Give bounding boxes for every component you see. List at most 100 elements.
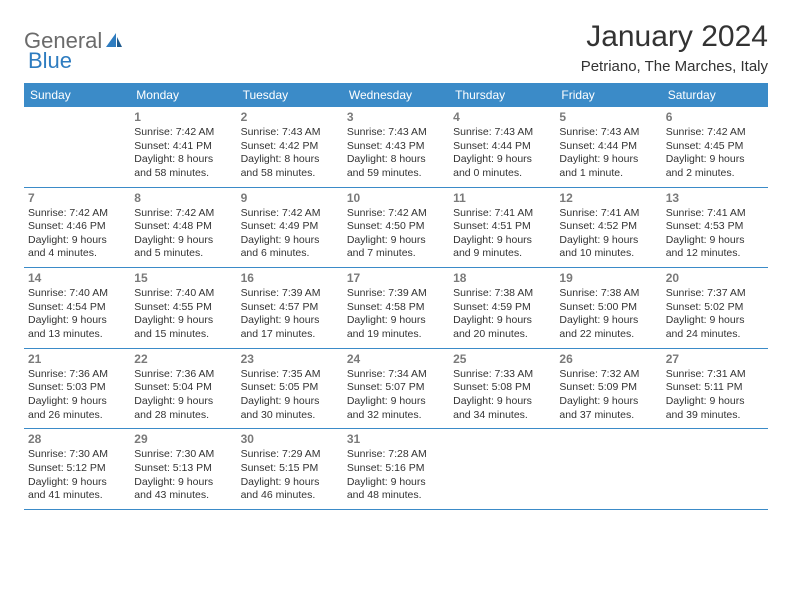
calendar-page: General January 2024 Petriano, The March… [0, 0, 792, 530]
day-number: 8 [134, 191, 232, 205]
empty-cell [662, 429, 768, 509]
day-info: Sunrise: 7:42 AMSunset: 4:41 PMDaylight:… [134, 126, 232, 181]
day-info: Sunrise: 7:30 AMSunset: 5:13 PMDaylight:… [134, 448, 232, 503]
day-number: 16 [241, 271, 339, 285]
day-cell: 31 Sunrise: 7:28 AMSunset: 5:16 PMDayligh… [343, 429, 449, 509]
title-block: January 2024 Petriano, The Marches, Ital… [581, 20, 768, 75]
day-cell: 12 Sunrise: 7:41 AMSunset: 4:52 PMDayligh… [555, 188, 661, 268]
day-number: 30 [241, 432, 339, 446]
day-info: Sunrise: 7:42 AMSunset: 4:46 PMDaylight:… [28, 207, 126, 262]
day-cell: 7 Sunrise: 7:42 AMSunset: 4:46 PMDaylight… [24, 188, 130, 268]
day-info: Sunrise: 7:43 AMSunset: 4:44 PMDaylight:… [453, 126, 551, 181]
day-cell: 8 Sunrise: 7:42 AMSunset: 4:48 PMDaylight… [130, 188, 236, 268]
week-row: 21 Sunrise: 7:36 AMSunset: 5:03 PMDayligh… [24, 349, 768, 430]
day-info: Sunrise: 7:29 AMSunset: 5:15 PMDaylight:… [241, 448, 339, 503]
day-header-saturday: Saturday [662, 83, 768, 107]
day-header-friday: Friday [555, 83, 661, 107]
day-cell: 13Sunrise: 7:41 AMSunset: 4:53 PMDayligh… [662, 188, 768, 268]
day-number: 24 [347, 352, 445, 366]
day-number: 22 [134, 352, 232, 366]
day-header-sunday: Sunday [24, 83, 130, 107]
day-info: Sunrise: 7:33 AMSunset: 5:08 PMDaylight:… [453, 368, 551, 423]
day-info: Sunrise: 7:30 AMSunset: 5:12 PMDaylight:… [28, 448, 126, 503]
day-number: 31 [347, 432, 445, 446]
day-info: Sunrise: 7:42 AMSunset: 4:50 PMDaylight:… [347, 207, 445, 262]
day-number: 7 [28, 191, 126, 205]
day-cell: 11 Sunrise: 7:41 AMSunset: 4:51 PMDayligh… [449, 188, 555, 268]
day-number: 11 [453, 191, 551, 205]
day-info: Sunrise: 7:28 AMSunset: 5:16 PMDaylight:… [347, 448, 445, 503]
day-cell: 29Sunrise: 7:30 AMSunset: 5:13 PMDayligh… [130, 429, 236, 509]
day-cell: 21 Sunrise: 7:36 AMSunset: 5:03 PMDayligh… [24, 349, 130, 429]
day-number: 17 [347, 271, 445, 285]
week-row: 7 Sunrise: 7:42 AMSunset: 4:46 PMDaylight… [24, 188, 768, 269]
day-header-monday: Monday [130, 83, 236, 107]
day-number: 27 [666, 352, 764, 366]
day-info: Sunrise: 7:40 AMSunset: 4:54 PMDaylight:… [28, 287, 126, 342]
month-title: January 2024 [581, 20, 768, 54]
day-info: Sunrise: 7:41 AMSunset: 4:52 PMDaylight:… [559, 207, 657, 262]
day-cell: 4Sunrise: 7:43 AMSunset: 4:44 PMDaylight… [449, 107, 555, 187]
week-row: 28 Sunrise: 7:30 AMSunset: 5:12 PMDayligh… [24, 429, 768, 510]
day-header-row: SundayMondayTuesdayWednesdayThursdayFrid… [24, 83, 768, 107]
logo-blue-text-wrap: Blue [28, 48, 72, 74]
day-number: 28 [28, 432, 126, 446]
day-number: 3 [347, 110, 445, 124]
day-number: 12 [559, 191, 657, 205]
day-info: Sunrise: 7:42 AMSunset: 4:48 PMDaylight:… [134, 207, 232, 262]
day-number: 15 [134, 271, 232, 285]
day-number: 14 [28, 271, 126, 285]
day-cell: 6Sunrise: 7:42 AMSunset: 4:45 PMDaylight… [662, 107, 768, 187]
day-header-tuesday: Tuesday [237, 83, 343, 107]
day-info: Sunrise: 7:39 AMSunset: 4:58 PMDaylight:… [347, 287, 445, 342]
header: General January 2024 Petriano, The March… [24, 20, 768, 75]
day-number: 18 [453, 271, 551, 285]
week-row: 14 Sunrise: 7:40 AMSunset: 4:54 PMDayligh… [24, 268, 768, 349]
day-info: Sunrise: 7:43 AMSunset: 4:43 PMDaylight:… [347, 126, 445, 181]
day-cell: 3 Sunrise: 7:43 AMSunset: 4:43 PMDaylight… [343, 107, 449, 187]
week-row: 1 Sunrise: 7:42 AMSunset: 4:41 PMDaylight… [24, 107, 768, 188]
day-info: Sunrise: 7:41 AMSunset: 4:51 PMDaylight:… [453, 207, 551, 262]
day-cell: 16Sunrise: 7:39 AMSunset: 4:57 PMDayligh… [237, 268, 343, 348]
day-info: Sunrise: 7:35 AMSunset: 5:05 PMDaylight:… [241, 368, 339, 423]
day-cell: 27 Sunrise: 7:31 AMSunset: 5:11 PMDayligh… [662, 349, 768, 429]
day-cell: 24 Sunrise: 7:34 AMSunset: 5:07 PMDayligh… [343, 349, 449, 429]
day-info: Sunrise: 7:34 AMSunset: 5:07 PMDaylight:… [347, 368, 445, 423]
day-info: Sunrise: 7:42 AMSunset: 4:49 PMDaylight:… [241, 207, 339, 262]
day-header-thursday: Thursday [449, 83, 555, 107]
weeks-container: 1 Sunrise: 7:42 AMSunset: 4:41 PMDaylight… [24, 107, 768, 510]
day-cell: 23 Sunrise: 7:35 AMSunset: 5:05 PMDayligh… [237, 349, 343, 429]
day-info: Sunrise: 7:42 AMSunset: 4:45 PMDaylight:… [666, 126, 764, 181]
day-number: 1 [134, 110, 232, 124]
day-cell: 17 Sunrise: 7:39 AMSunset: 4:58 PMDayligh… [343, 268, 449, 348]
day-info: Sunrise: 7:32 AMSunset: 5:09 PMDaylight:… [559, 368, 657, 423]
day-cell: 15 Sunrise: 7:40 AMSunset: 4:55 PMDayligh… [130, 268, 236, 348]
day-info: Sunrise: 7:37 AMSunset: 5:02 PMDaylight:… [666, 287, 764, 342]
location-text: Petriano, The Marches, Italy [581, 58, 768, 75]
day-cell: 18Sunrise: 7:38 AMSunset: 4:59 PMDayligh… [449, 268, 555, 348]
day-number: 26 [559, 352, 657, 366]
day-cell: 30 Sunrise: 7:29 AMSunset: 5:15 PMDayligh… [237, 429, 343, 509]
day-info: Sunrise: 7:31 AMSunset: 5:11 PMDaylight:… [666, 368, 764, 423]
day-cell: 1 Sunrise: 7:42 AMSunset: 4:41 PMDaylight… [130, 107, 236, 187]
day-cell: 26 Sunrise: 7:32 AMSunset: 5:09 PMDayligh… [555, 349, 661, 429]
day-number: 10 [347, 191, 445, 205]
day-cell: 5Sunrise: 7:43 AMSunset: 4:44 PMDaylight… [555, 107, 661, 187]
day-info: Sunrise: 7:36 AMSunset: 5:03 PMDaylight:… [28, 368, 126, 423]
day-info: Sunrise: 7:40 AMSunset: 4:55 PMDaylight:… [134, 287, 232, 342]
empty-cell [449, 429, 555, 509]
logo-text-blue: Blue [28, 48, 72, 73]
day-number: 5 [559, 110, 657, 124]
day-info: Sunrise: 7:36 AMSunset: 5:04 PMDaylight:… [134, 368, 232, 423]
day-info: Sunrise: 7:43 AMSunset: 4:42 PMDaylight:… [241, 126, 339, 181]
day-cell: 9Sunrise: 7:42 AMSunset: 4:49 PMDaylight… [237, 188, 343, 268]
day-cell: 22 Sunrise: 7:36 AMSunset: 5:04 PMDayligh… [130, 349, 236, 429]
day-number: 23 [241, 352, 339, 366]
day-number: 20 [666, 271, 764, 285]
day-info: Sunrise: 7:41 AMSunset: 4:53 PMDaylight:… [666, 207, 764, 262]
day-number: 2 [241, 110, 339, 124]
day-header-wednesday: Wednesday [343, 83, 449, 107]
logo-sail-icon [104, 31, 124, 54]
day-number: 21 [28, 352, 126, 366]
day-cell: 19Sunrise: 7:38 AMSunset: 5:00 PMDayligh… [555, 268, 661, 348]
